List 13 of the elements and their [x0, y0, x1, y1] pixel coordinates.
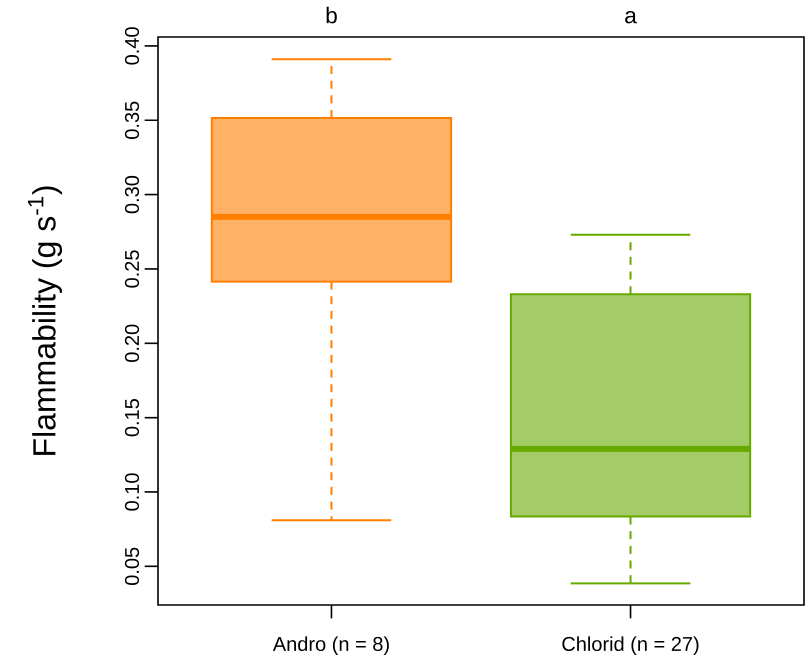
text: a: [625, 10, 637, 24]
text: b: [326, 6, 337, 24]
y-tick-label: 0.35: [124, 102, 140, 139]
x-tick-label: Andro (n = 8): [272, 636, 389, 655]
x-tick-label: Chlorid (n = 27): [562, 636, 698, 655]
y-tick-label: 0.40: [124, 27, 140, 65]
y-tick-label: 0.15: [124, 399, 140, 436]
y-tick-label: 0.10: [124, 473, 140, 511]
y-tick-label: 0.20: [124, 324, 140, 362]
y-axis-title: Flammability (g s$^{-1}$): [28, 186, 62, 455]
y-tick-label: 0.05: [124, 548, 140, 586]
y-tick-label: 0.25: [124, 250, 140, 288]
y-tick-label: 0.30: [124, 176, 140, 214]
